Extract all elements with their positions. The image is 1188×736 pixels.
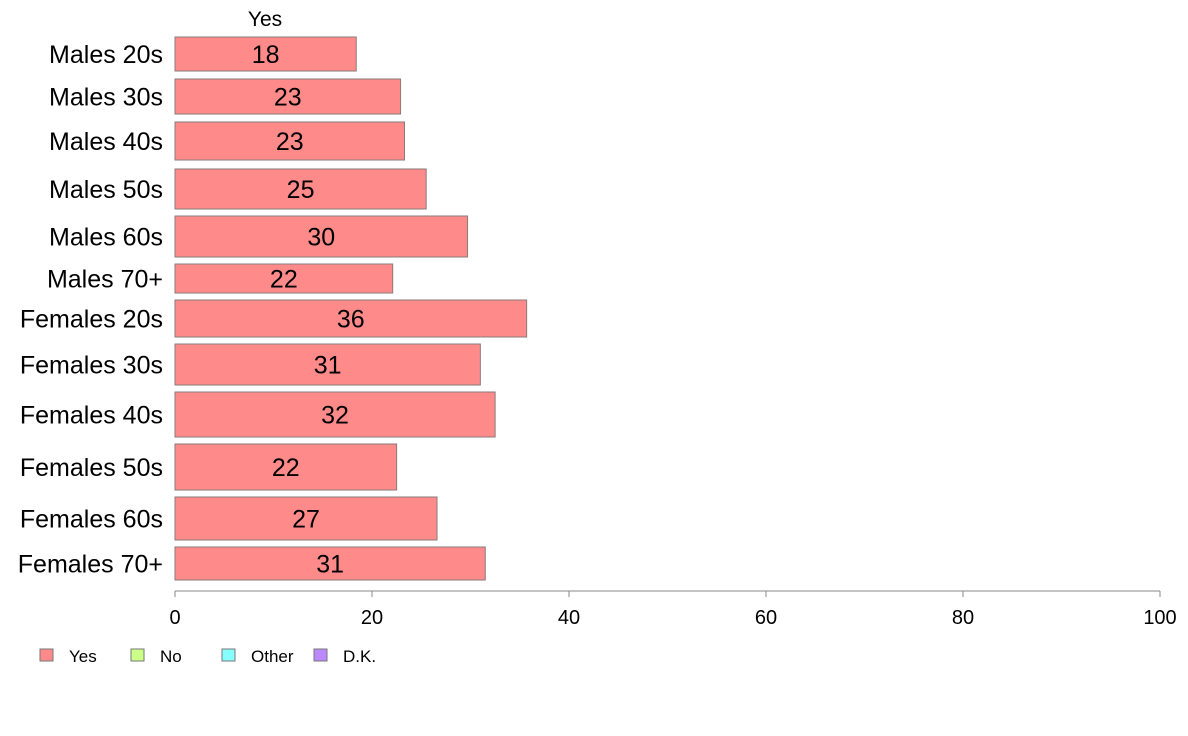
bar: [174, 215, 469, 258]
category-label: Females 30s: [20, 352, 163, 380]
data-label: 22: [272, 454, 300, 482]
bar: [174, 168, 427, 210]
data-label: 18: [252, 41, 280, 69]
bar: [174, 443, 398, 491]
data-label: 31: [316, 551, 344, 579]
data-label: 25: [287, 176, 315, 204]
category-label: Females 50s: [20, 454, 163, 482]
legend-swatch: [221, 648, 236, 662]
category-label: Males 60s: [49, 224, 163, 252]
category-label: Females 60s: [20, 506, 163, 534]
category-label: Females 20s: [20, 306, 163, 334]
x-tick-label: 20: [361, 607, 383, 629]
bar: [174, 121, 406, 161]
bar: [174, 496, 438, 541]
bar: [174, 78, 402, 115]
bar: [174, 391, 496, 438]
data-label: 36: [337, 306, 365, 334]
data-label: 32: [321, 402, 349, 430]
legend-swatch: [313, 648, 328, 662]
category-label: Females 40s: [20, 402, 163, 430]
legend-swatch: [130, 648, 145, 662]
bar: [174, 36, 357, 72]
data-label: 27: [292, 506, 320, 534]
legend-label: Other: [251, 647, 294, 666]
x-tick-label: 80: [952, 607, 974, 629]
legend-label: D.K.: [343, 647, 376, 666]
x-tick-label: 40: [558, 607, 580, 629]
data-label: 23: [276, 128, 304, 156]
bar: [174, 546, 486, 581]
legend-label: Yes: [69, 647, 97, 666]
data-label: 31: [314, 352, 342, 380]
category-label: Males 70+: [47, 266, 163, 294]
column-header: Yes: [248, 8, 282, 31]
x-tick-label: 60: [755, 607, 777, 629]
data-label: 22: [270, 266, 298, 294]
data-label: 23: [274, 84, 302, 112]
bar: [174, 299, 528, 338]
category-label: Males 30s: [49, 84, 163, 112]
category-label: Males 50s: [49, 176, 163, 204]
legend-label: No: [160, 647, 182, 666]
x-tick-label: 0: [169, 607, 180, 629]
bar: [174, 343, 481, 386]
x-tick-label: 100: [1143, 607, 1176, 629]
legend-swatch: [39, 648, 54, 662]
bar: [174, 263, 394, 294]
category-label: Males 20s: [49, 41, 163, 69]
data-label: 30: [307, 224, 335, 252]
category-label: Females 70+: [18, 551, 163, 579]
category-label: Males 40s: [49, 128, 163, 156]
